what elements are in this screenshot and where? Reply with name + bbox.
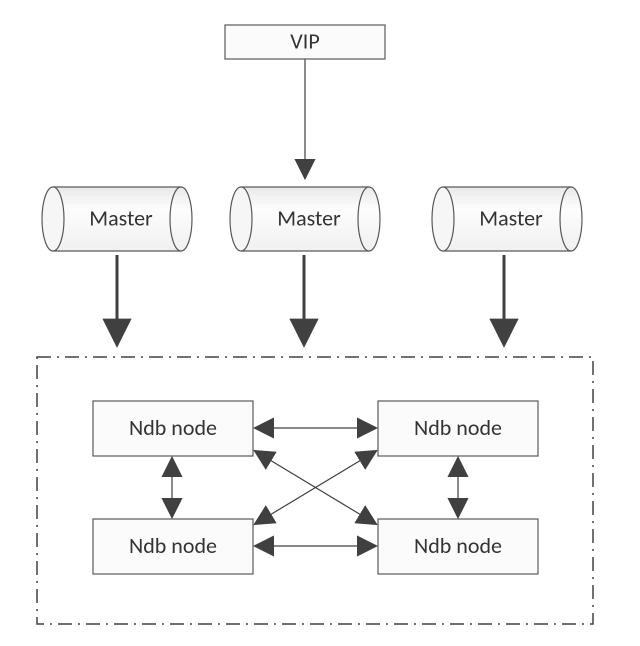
node-label: Ndb node (129, 532, 217, 559)
node-label: Ndb node (414, 414, 502, 441)
node-ndb3: Ndb node (93, 519, 253, 574)
node-label: Master (277, 204, 341, 231)
node-master3: Master (432, 187, 582, 251)
node-label: VIP (290, 27, 319, 54)
node-master1: Master (42, 187, 192, 251)
node-ndb1: Ndb node (93, 401, 253, 456)
architecture-diagram: VIP Master Master Master Ndb node Ndb node Ndb… (0, 0, 640, 646)
node-label: Master (89, 204, 153, 231)
node-label: Ndb node (129, 414, 217, 441)
ndb-cluster-boundary (37, 357, 593, 624)
node-label: Master (479, 204, 543, 231)
node-vip: VIP (225, 25, 385, 59)
node-ndb4: Ndb node (378, 519, 538, 574)
node-ndb2: Ndb node (378, 401, 538, 456)
node-label: Ndb node (414, 532, 502, 559)
node-master2: Master (230, 187, 380, 251)
